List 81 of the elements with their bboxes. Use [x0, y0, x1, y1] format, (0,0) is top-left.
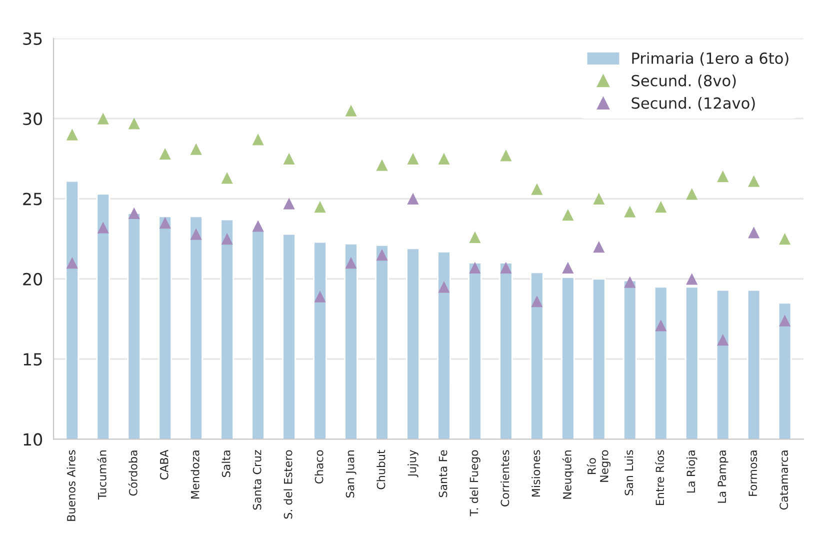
x-tick-label: Salta — [222, 450, 230, 477]
point — [438, 281, 450, 293]
point — [686, 188, 698, 200]
point — [748, 226, 760, 238]
point — [159, 148, 171, 160]
x-tick-label: Río Negro — [586, 450, 610, 482]
point — [283, 198, 295, 210]
x-tick-label: T. del Fuego — [470, 450, 480, 516]
point — [128, 118, 140, 130]
x-tick-label: Neuquén — [562, 450, 574, 499]
y-tick-label: 35 — [23, 32, 42, 45]
x-tick-label: CABA — [160, 450, 168, 480]
x-tick-label: Corrientes — [500, 450, 510, 506]
x-tick-label: Catamarca — [780, 450, 788, 510]
point — [376, 159, 388, 171]
x-tick-label: Chubut — [376, 450, 386, 490]
x-tick-label: Santa Cruz — [252, 450, 262, 510]
point — [314, 200, 326, 213]
x-tick-label: Jujuy — [408, 450, 418, 478]
point — [779, 233, 791, 245]
point — [624, 206, 636, 218]
point — [252, 220, 264, 232]
point — [655, 200, 667, 213]
point — [779, 314, 791, 326]
x-tick-label: Entre Ríos — [655, 450, 664, 506]
x-tick-label: Formosa — [748, 450, 758, 496]
x-tick-label: Buenos Aires — [66, 450, 76, 521]
point — [376, 249, 388, 261]
point — [407, 192, 419, 205]
point — [500, 262, 512, 274]
point — [562, 262, 574, 274]
point — [748, 175, 760, 187]
point — [314, 290, 326, 302]
x-tick-label: San Luis — [624, 450, 634, 496]
point — [407, 152, 419, 164]
point — [438, 152, 450, 164]
x-tick-label: Tucumán — [97, 450, 106, 500]
point — [531, 183, 543, 195]
point — [345, 104, 357, 116]
y-tick-label: 30 — [23, 112, 42, 126]
point — [469, 231, 481, 244]
y-tick-label: 10 — [24, 433, 42, 446]
point — [469, 262, 481, 274]
point — [66, 257, 78, 269]
point — [624, 276, 636, 288]
point — [159, 216, 171, 229]
point — [531, 296, 543, 308]
point — [593, 241, 605, 253]
point — [593, 192, 605, 205]
point — [562, 208, 574, 221]
point — [190, 143, 202, 155]
legend-label: Secund. (12avo) — [632, 97, 755, 111]
point — [221, 172, 233, 184]
point — [345, 257, 357, 269]
point — [686, 273, 698, 285]
x-tick-label: Córdoba — [128, 450, 138, 496]
point — [717, 170, 729, 182]
x-tick-label: Santa Fe — [438, 450, 448, 498]
x-tick-label: La Pampa — [718, 450, 728, 503]
point — [717, 334, 729, 346]
point — [655, 320, 667, 332]
point — [252, 134, 264, 146]
point — [66, 128, 78, 140]
point — [128, 207, 140, 219]
y-tick-label: 20 — [23, 272, 42, 286]
point — [283, 152, 295, 164]
y-tick-label: 15 — [24, 353, 42, 366]
point — [190, 228, 202, 240]
legend-label: Primaria (1ero a 6to) — [632, 52, 788, 66]
point — [500, 150, 512, 162]
point — [221, 233, 233, 245]
point — [97, 112, 109, 124]
x-tick-label: Chaco — [314, 450, 324, 484]
legend-label: Secund. (8vo) — [632, 74, 736, 88]
y-tick-label: 25 — [23, 192, 42, 206]
x-tick-label: Mendoza — [190, 450, 200, 498]
x-tick-label: Misiones — [532, 450, 540, 497]
x-tick-label: San Juan — [346, 450, 356, 498]
x-tick-label: La Rioja — [686, 450, 698, 493]
x-tick-label: S. del Estero — [284, 450, 292, 519]
point — [97, 222, 109, 234]
